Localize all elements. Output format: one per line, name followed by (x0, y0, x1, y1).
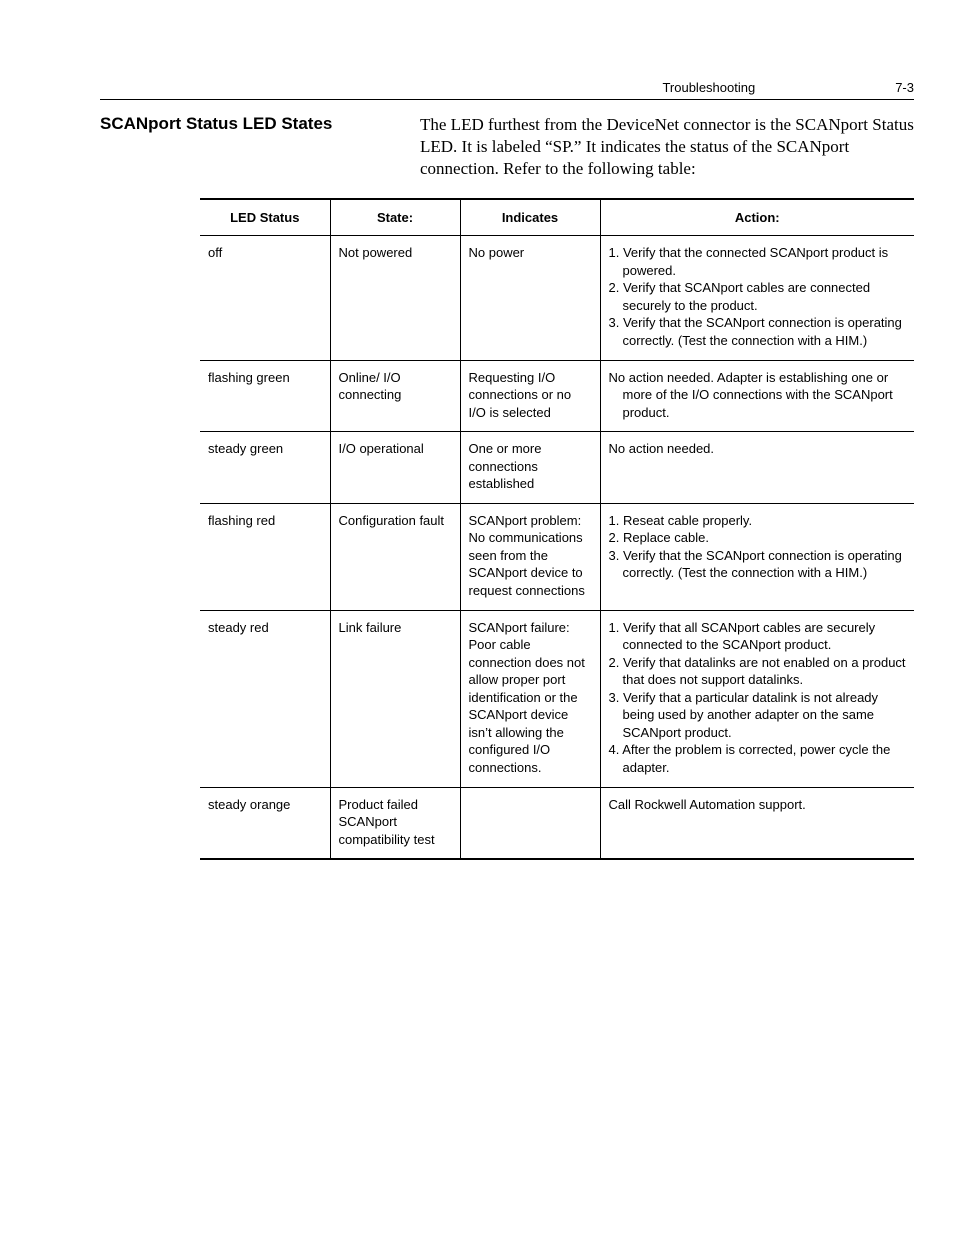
page: Troubleshooting 7-3 SCANport Status LED … (0, 0, 954, 1235)
cell-led-status: steady green (200, 432, 330, 504)
cell-led-status: steady red (200, 610, 330, 787)
cell-indicates: No power (460, 236, 600, 360)
cell-indicates: Requesting I/O connections or no I/O is … (460, 360, 600, 432)
col-action: Action: (600, 199, 914, 236)
cell-indicates (460, 787, 600, 859)
col-led-status: LED Status (200, 199, 330, 236)
table-row: flashing redConfiguration faultSCANport … (200, 503, 914, 610)
intro-text: The LED furthest from the DeviceNet conn… (420, 114, 914, 180)
action-line: 3. Verify that a particular datalink is … (609, 689, 907, 742)
cell-led-status: flashing green (200, 360, 330, 432)
col-indicates: Indicates (460, 199, 600, 236)
table-body: offNot poweredNo power 1. Verify that the… (200, 236, 914, 859)
action-line: No action needed. Adapter is establishin… (609, 369, 907, 422)
running-header: Troubleshooting 7-3 (100, 80, 914, 100)
page-number: 7-3 (895, 80, 914, 95)
table-wrap: LED Status State: Indicates Action: offN… (200, 198, 914, 860)
cell-state: Link failure (330, 610, 460, 787)
table-row: steady redLink failureSCANport failure: … (200, 610, 914, 787)
section-title: SCANport Status LED States (100, 114, 400, 180)
action-line: 2. Verify that SCANport cables are conne… (609, 279, 907, 314)
cell-action: No action needed. (600, 432, 914, 504)
action-line: 2. Verify that datalinks are not enabled… (609, 654, 907, 689)
action-line: 1. Verify that the connected SCANport pr… (609, 244, 907, 279)
led-status-table: LED Status State: Indicates Action: offN… (200, 198, 914, 860)
chapter-title: Troubleshooting (662, 80, 755, 95)
action-line: 2. Replace cable. (609, 529, 907, 547)
cell-state: Online/ I/O connecting (330, 360, 460, 432)
action-line: Call Rockwell Automation support. (609, 796, 907, 814)
cell-action: 1. Verify that all SCANport cables are s… (600, 610, 914, 787)
cell-indicates: One or more connections established (460, 432, 600, 504)
cell-action: Call Rockwell Automation support. (600, 787, 914, 859)
cell-led-status: off (200, 236, 330, 360)
table-row: steady greenI/O operationalOne or more c… (200, 432, 914, 504)
table-row: offNot poweredNo power 1. Verify that the… (200, 236, 914, 360)
intro-row: SCANport Status LED States The LED furth… (100, 114, 914, 180)
cell-led-status: steady orange (200, 787, 330, 859)
action-line: 1. Reseat cable properly. (609, 512, 907, 530)
cell-action: No action needed. Adapter is establishin… (600, 360, 914, 432)
cell-indicates: SCANport problem: No communications seen… (460, 503, 600, 610)
cell-action: 1. Reseat cable properly.2. Replace cabl… (600, 503, 914, 610)
cell-indicates: SCANport failure: Poor cable connection … (460, 610, 600, 787)
cell-action: 1. Verify that the connected SCANport pr… (600, 236, 914, 360)
cell-state: I/O operational (330, 432, 460, 504)
table-row: steady orangeProduct failed SCANport com… (200, 787, 914, 859)
table-row: flashing greenOnline/ I/O connectingRequ… (200, 360, 914, 432)
action-line: 4. After the problem is corrected, power… (609, 741, 907, 776)
cell-state: Configuration fault (330, 503, 460, 610)
col-state: State: (330, 199, 460, 236)
action-line: 1. Verify that all SCANport cables are s… (609, 619, 907, 654)
action-line: 3. Verify that the SCANport connection i… (609, 547, 907, 582)
cell-state: Not powered (330, 236, 460, 360)
action-line: No action needed. (609, 440, 907, 458)
cell-state: Product failed SCANport compatibility te… (330, 787, 460, 859)
table-header-row: LED Status State: Indicates Action: (200, 199, 914, 236)
action-line: 3. Verify that the SCANport connection i… (609, 314, 907, 349)
cell-led-status: flashing red (200, 503, 330, 610)
